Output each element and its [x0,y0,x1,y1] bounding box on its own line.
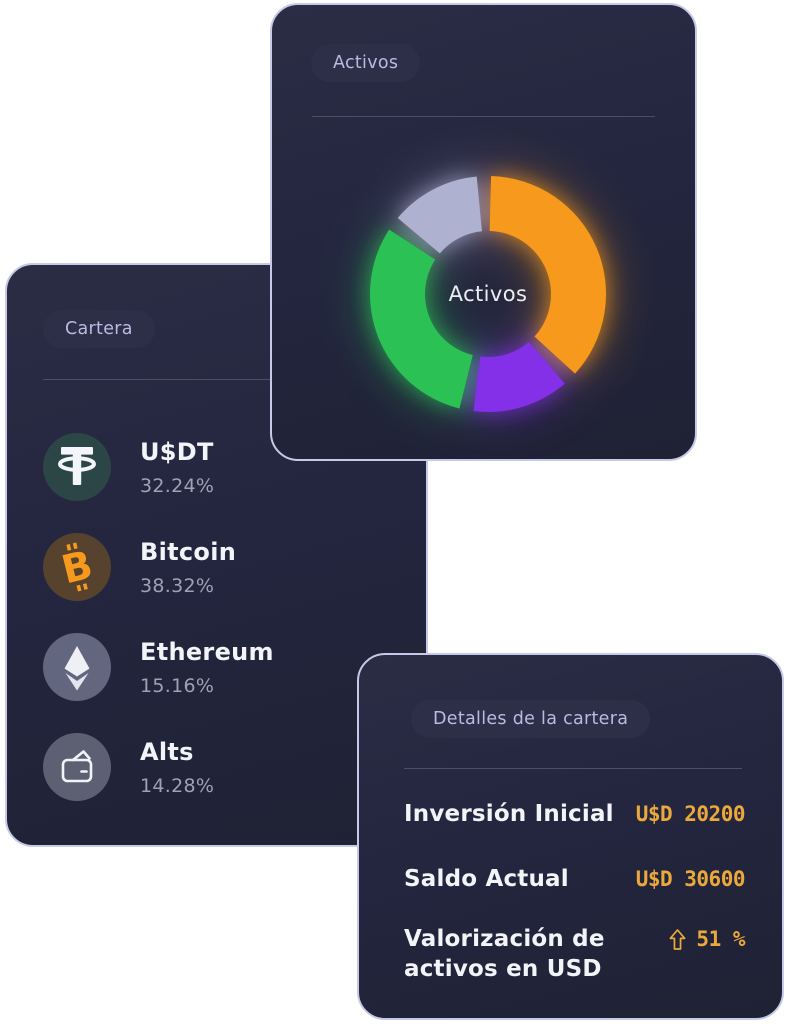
asset-percentage: 15.16% [140,674,215,697]
asset-percentage: 32.24% [140,474,215,497]
up-arrow-icon [669,928,686,950]
asset-list-item: Alts 14.28% [43,717,402,817]
asset-list-item: Bitcoin 38.32% [43,517,402,617]
detalles-card: Detalles de la cartera Inversión Inicial… [357,653,784,1020]
detail-row: Valorización de activos en USD 51 % [404,925,745,985]
detail-row: Saldo Actual U$D 30600 [404,865,746,895]
asset-list: U$DT 32.24% Bitcoin 38.32% Ethereum 15.1… [43,417,402,817]
asset-name: Alts [140,737,194,766]
detalles-badge: Detalles de la cartera [411,700,651,738]
detail-row: Inversión Inicial U$D 20200 [404,800,746,830]
asset-list-item: Ethereum 15.16% [43,617,402,717]
activos-card: Activos Activos [270,3,697,461]
detail-value-text: 51 % [696,927,745,951]
divider [312,116,655,117]
asset-name: U$DT [140,437,214,466]
wallet-icon [43,733,111,801]
bitcoin-icon [43,533,111,601]
asset-list-item: U$DT 32.24% [43,417,402,517]
ethereum-icon [43,633,111,701]
asset-name: Bitcoin [140,537,237,566]
activos-badge: Activos [311,44,421,82]
cartera-badge: Cartera [43,310,155,348]
donut-segment-u-dt [369,229,473,409]
asset-name: Ethereum [140,637,274,666]
donut-segment-alts [397,176,482,254]
portfolio-donut-chart: Activos [328,134,648,454]
donut-segment-ethereum [473,341,565,412]
detail-value: U$D 30600 [635,867,746,891]
detail-label: Saldo Actual [404,866,569,892]
divider [43,379,394,380]
asset-percentage: 14.28% [140,774,215,797]
detail-label: Valorización de activos en USD [404,926,605,982]
detail-label: Inversión Inicial [404,801,614,827]
detail-value: 51 % [668,927,745,951]
asset-percentage: 38.32% [140,574,215,597]
donut-segment-bitcoin [489,176,607,374]
divider [404,768,742,769]
detail-value-text: U$D 20200 [635,802,746,826]
detail-value: U$D 20200 [635,802,746,826]
detail-value-text: U$D 30600 [635,867,746,891]
tether-icon [43,433,111,501]
